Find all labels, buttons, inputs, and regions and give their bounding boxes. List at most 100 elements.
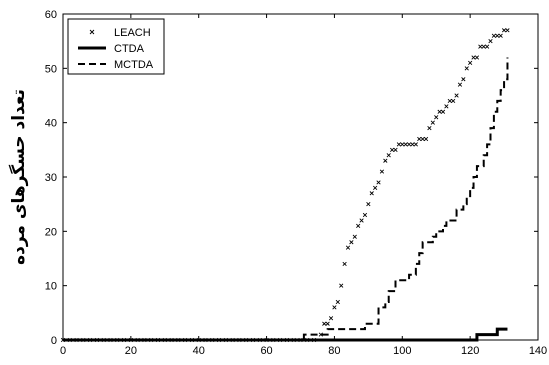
leach-point — [505, 28, 510, 33]
legend: LEACH CTDA MCTDA — [67, 18, 165, 75]
leach-point — [278, 337, 283, 343]
leach-point — [413, 142, 418, 147]
leach-point — [373, 185, 378, 190]
x-tick-label: 0 — [60, 345, 66, 357]
series-line-mctda — [63, 57, 509, 341]
leach-point — [108, 337, 113, 343]
leach-point — [356, 223, 361, 229]
leach-point — [498, 33, 503, 38]
legend-label-mctda: MCTDA — [114, 59, 154, 71]
leach-point — [88, 337, 93, 343]
y-tick-label: 10 — [45, 281, 57, 293]
leach-point — [115, 337, 120, 343]
leach-point — [440, 109, 446, 114]
y-axis-label: تعداد حسگرهای مرده — [8, 89, 29, 265]
leach-point — [376, 180, 381, 185]
leach-point — [488, 39, 493, 44]
leach-point — [149, 337, 154, 343]
leach-point — [454, 93, 459, 98]
leach-point — [461, 77, 466, 82]
leach-point — [406, 142, 412, 147]
leach-point — [352, 234, 357, 239]
leach-point — [417, 136, 422, 142]
leach-point — [491, 33, 497, 38]
x-tick-label: 120 — [461, 345, 479, 357]
legend-label-ctda: CTDA — [114, 43, 145, 55]
leach-point — [481, 44, 486, 49]
series-markers-leach — [60, 28, 510, 343]
x-tick-label: 20 — [125, 345, 137, 357]
leach-point — [216, 337, 222, 343]
leach-point — [318, 332, 323, 337]
leach-point — [155, 337, 161, 343]
leach-point — [345, 245, 351, 250]
leach-point — [189, 337, 195, 343]
leach-point — [223, 337, 228, 343]
leach-point — [60, 337, 66, 343]
leach-point — [471, 55, 476, 60]
leach-point — [379, 169, 385, 174]
leach-point — [396, 142, 402, 147]
leach-point — [393, 147, 398, 152]
y-tick-label: 40 — [45, 118, 57, 130]
leach-point — [437, 109, 442, 114]
leach-point — [478, 44, 483, 49]
leach-point — [468, 60, 473, 66]
leach-point — [451, 98, 456, 104]
leach-point — [457, 82, 463, 87]
x-tick-label: 40 — [193, 345, 205, 357]
leach-point — [305, 337, 310, 343]
leach-point — [230, 337, 235, 343]
leach-point — [434, 115, 439, 120]
leach-point — [67, 337, 72, 343]
leach-point — [142, 337, 147, 343]
leach-point — [501, 28, 507, 33]
leach-point — [369, 191, 374, 196]
leach-point — [335, 299, 340, 305]
leach-point — [495, 33, 500, 38]
leach-point — [135, 337, 140, 343]
y-tick-label: 60 — [45, 9, 57, 21]
leach-point — [444, 104, 449, 109]
y-tick-label: 20 — [45, 226, 57, 238]
legend-label-leach: LEACH — [114, 27, 151, 39]
leach-point — [81, 337, 86, 343]
leach-point — [271, 337, 276, 343]
leach-point — [366, 202, 371, 207]
leach-point — [244, 337, 249, 343]
leach-point — [196, 337, 201, 343]
leach-point — [342, 261, 347, 267]
leach-point — [386, 153, 391, 158]
series-line-ctda — [63, 327, 508, 342]
leach-point — [430, 120, 435, 125]
y-tick-label: 50 — [45, 63, 57, 75]
leach-point — [359, 218, 364, 223]
legend-marker-leach — [89, 29, 95, 35]
leach-point — [420, 136, 425, 142]
leach-point — [484, 44, 490, 49]
leach-point — [162, 337, 167, 343]
leach-point — [284, 337, 290, 343]
leach-point — [400, 142, 405, 147]
y-tick-label: 30 — [45, 172, 57, 184]
y-tick-label: 0 — [51, 335, 57, 347]
leach-point — [101, 337, 106, 343]
leach-point — [383, 158, 388, 163]
leach-point — [94, 337, 100, 343]
x-tick-label: 100 — [393, 345, 411, 357]
leach-point — [464, 66, 469, 71]
series-layer — [60, 28, 510, 343]
leach-point — [311, 337, 317, 343]
leach-point — [410, 142, 415, 147]
y-axis: 0 10 20 30 40 50 60 — [45, 9, 538, 347]
x-tick-label: 60 — [260, 345, 272, 357]
leach-point — [128, 337, 133, 343]
leach-point — [291, 337, 296, 343]
leach-point — [203, 337, 208, 343]
x-axis: 0 20 40 60 80 100 120 140 — [60, 14, 547, 357]
leach-point — [423, 136, 429, 142]
leach-point — [447, 98, 452, 104]
leach-point — [389, 147, 395, 152]
leach-point — [339, 283, 344, 288]
